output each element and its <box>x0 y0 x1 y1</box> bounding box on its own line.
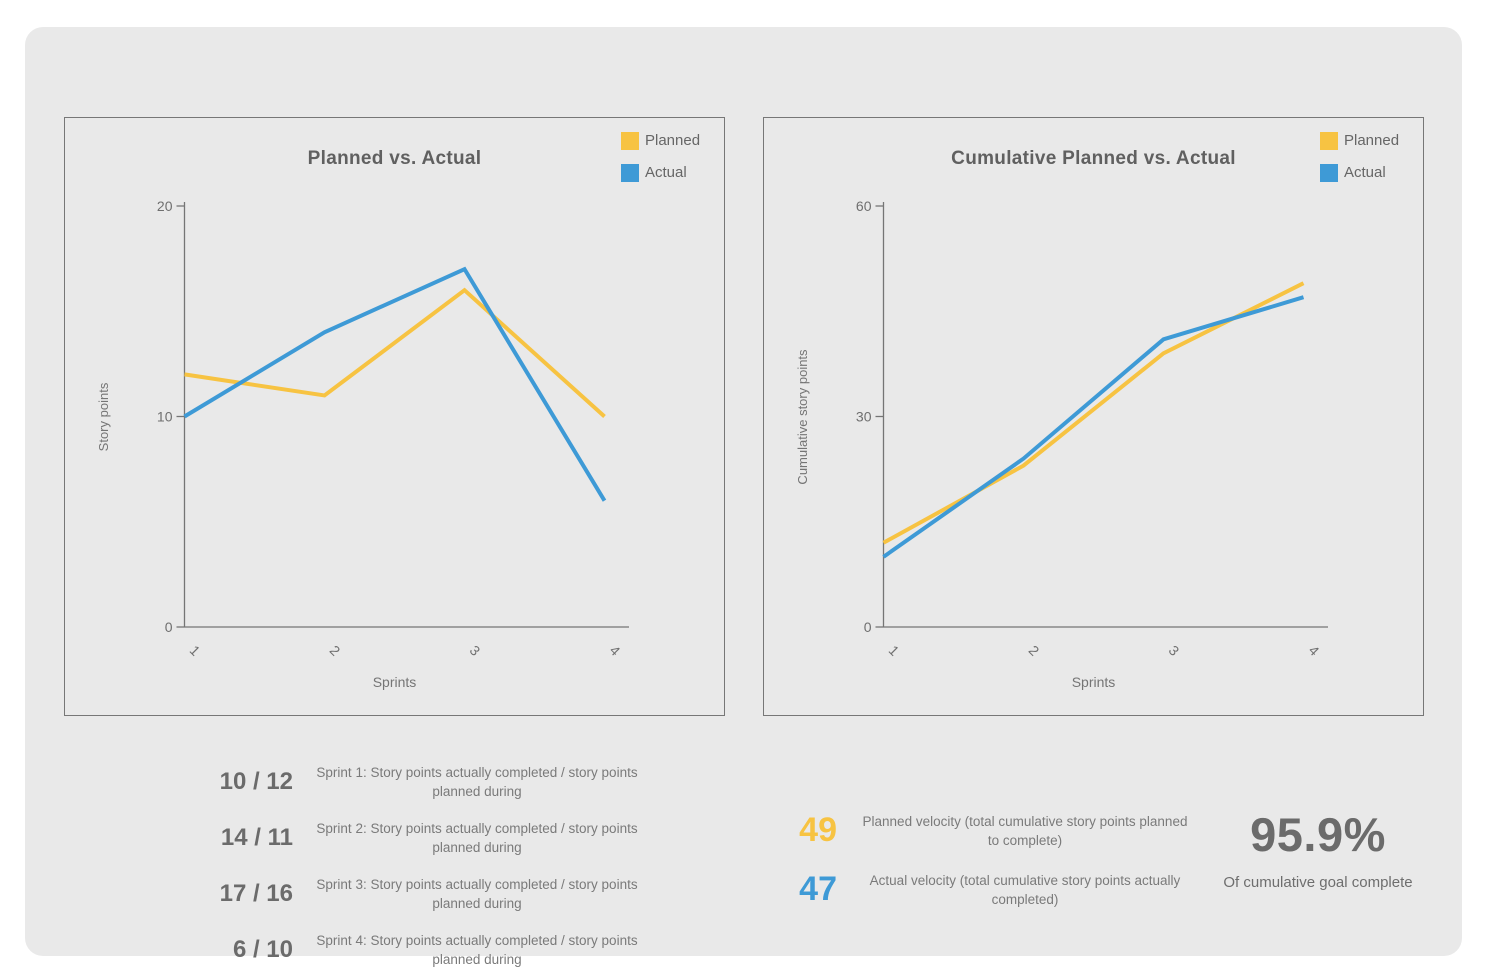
sprint-stat-description: Sprint 1: Story points actually complete… <box>316 765 638 799</box>
x-tick-label: 1 <box>187 642 204 659</box>
x-tick-label: 2 <box>327 642 344 659</box>
y-tick-label: 60 <box>856 198 872 214</box>
x-tick-label: 4 <box>607 642 624 659</box>
legend-label: Planned <box>645 132 701 149</box>
y-tick-label: 30 <box>856 409 872 425</box>
velocity-stats: 49 Planned velocity (total cumulative st… <box>790 801 1210 919</box>
sprint-stat-description: Sprint 2: Story points actually complete… <box>316 821 638 855</box>
sprint-stat-row: 14 / 11 Sprint 2: Story points actually … <box>175 810 675 866</box>
sprint-stat-value: 17 / 16 <box>219 880 293 907</box>
planned-line <box>882 281 1305 545</box>
sprint-stat-description: Sprint 4: Story points actually complete… <box>316 933 638 967</box>
planned-velocity-description: Planned velocity (total cumulative story… <box>862 813 1188 848</box>
goal-caption: Of cumulative goal complete <box>1223 874 1413 891</box>
dashboard-card: Planned vs. Actual Planned Actual Story … <box>25 27 1462 967</box>
chart-title: Planned vs. Actual <box>307 148 482 169</box>
sprint-stat-row: 17 / 16 Sprint 3: Story points actually … <box>175 866 675 922</box>
planned-velocity-value: 49 <box>799 811 837 849</box>
legend-item-actual: Actual <box>621 164 700 182</box>
actual-velocity-value: 47 <box>799 870 837 908</box>
sprint-stat-row: 10 / 12 Sprint 1: Story points actually … <box>175 754 675 810</box>
y-tick-label: 0 <box>864 619 872 635</box>
cumulative-panel: Cumulative Planned vs. Actual Planned Ac… <box>763 117 1424 716</box>
legend-item-planned: Planned <box>621 132 700 150</box>
sprint-stat-value: 6 / 10 <box>232 936 293 963</box>
actual-velocity-description: Actual velocity (total cumulative story … <box>869 872 1181 907</box>
planned-vs-actual-panel: Planned vs. Actual Planned Actual Story … <box>64 117 725 716</box>
chart-title: Cumulative Planned vs. Actual <box>951 148 1236 169</box>
legend-label: Actual <box>1344 164 1386 181</box>
legend-item-planned: Planned <box>1320 132 1399 150</box>
actual-line <box>882 295 1305 559</box>
sprint-stat-row: 6 / 10 Sprint 4: Story points actually c… <box>175 922 675 973</box>
sprint-stat-value: 14 / 11 <box>220 824 293 851</box>
sprint-stats-list: 10 / 12 Sprint 1: Story points actually … <box>175 754 675 973</box>
sprint-stat-description: Sprint 3: Story points actually complete… <box>316 877 638 911</box>
legend: Planned Actual <box>1320 132 1399 196</box>
x-axis-label: Sprints <box>372 674 417 690</box>
sprint-stat-value: 10 / 12 <box>219 768 293 795</box>
legend-label: Planned <box>1344 132 1400 149</box>
planned-line <box>184 287 606 418</box>
y-tick-label: 20 <box>157 198 173 214</box>
planned-vs-actual-chart: 0 10 20 1 2 3 4 <box>157 198 629 659</box>
x-tick-label: 2 <box>1026 642 1043 659</box>
cumulative-chart: 0 30 60 1 2 3 4 <box>856 198 1328 659</box>
y-tick-label: 10 <box>157 409 173 425</box>
planned-velocity-row: 49 Planned velocity (total cumulative st… <box>790 801 1210 860</box>
x-tick-label: 3 <box>467 642 484 659</box>
actual-line <box>183 266 607 502</box>
legend-item-actual: Actual <box>1320 164 1399 182</box>
x-axis-label: Sprints <box>1071 674 1116 690</box>
goal-percent: 95.9% <box>1250 808 1386 861</box>
x-tick-label: 1 <box>886 642 903 659</box>
legend-label: Actual <box>645 164 687 181</box>
actual-swatch <box>1320 164 1338 182</box>
x-tick-label: 3 <box>1166 642 1183 659</box>
actual-swatch <box>621 164 639 182</box>
planned-swatch <box>1320 132 1338 150</box>
goal-block: 95.9% Of cumulative goal complete <box>1197 807 1439 891</box>
y-tick-label: 0 <box>165 619 173 635</box>
planned-swatch <box>621 132 639 150</box>
x-tick-label: 4 <box>1306 642 1323 659</box>
legend: Planned Actual <box>621 132 700 196</box>
actual-velocity-row: 47 Actual velocity (total cumulative sto… <box>790 860 1210 919</box>
